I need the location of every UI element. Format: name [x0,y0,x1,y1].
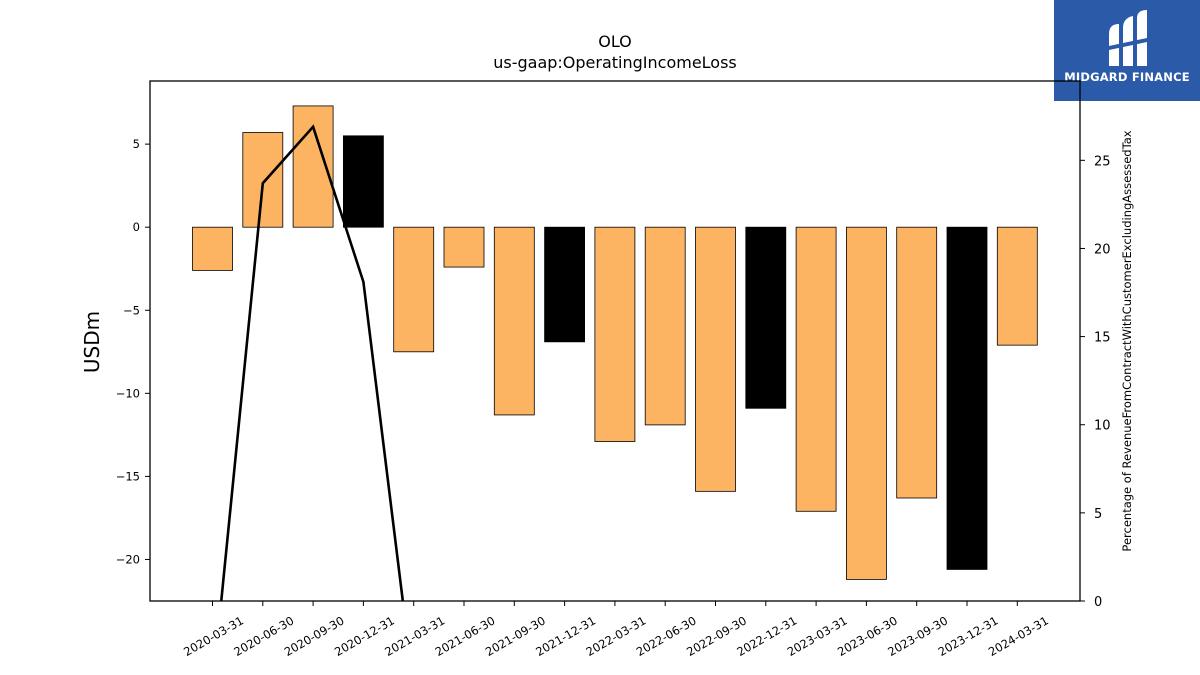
y2-tick-label: 5 [1094,507,1102,522]
y2-axis-label: Percentage of RevenueFromContractWithCus… [1120,130,1134,551]
y-tick-label: 5 [133,137,140,151]
x-axis: 2020-03-312020-06-302020-09-302020-12-31… [181,601,1051,659]
bar [946,226,988,570]
y-tick-label: −15 [116,469,140,483]
y-tick-label: 0 [133,220,140,234]
y2-tick-label: 15 [1094,331,1111,346]
bar [594,226,636,442]
series-line [219,124,405,601]
bar [846,226,887,580]
y2-tick-label: 0 [1094,595,1102,610]
bar [544,226,585,343]
y2-tick-label: 10 [1094,419,1111,434]
brand-name: MIDGARD FINANCE [1064,70,1190,84]
y-axis-left: 5 0 −5 −10 −15 −20 [116,137,150,566]
bar [393,226,435,353]
bar [342,135,384,228]
bar [192,226,233,271]
bar [242,132,284,228]
y-axis-label: USDm [80,311,104,373]
bar [493,226,535,416]
y2-tick-label: 20 [1094,242,1111,257]
bar [745,226,787,409]
y2-tick-label: 25 [1094,154,1111,169]
chart-title: OLO [598,32,632,51]
bar [795,226,837,512]
y-tick-label: −10 [116,386,140,400]
y-tick-label: −5 [123,303,140,317]
bar [644,226,686,426]
line-series [219,124,405,601]
bar [896,226,938,499]
bar [996,226,1038,346]
y-axis-right: 0 5 10 15 20 25 [1080,154,1111,610]
brand-logo: MIDGARD FINANCE [1054,0,1200,101]
chart-subtitle: us-gaap:OperatingIncomeLoss [493,53,737,72]
y-tick-label: −20 [116,552,140,566]
bar [443,226,485,268]
bar-series [192,105,1038,580]
midgard-logo-icon [1109,10,1147,66]
bar [695,226,736,492]
